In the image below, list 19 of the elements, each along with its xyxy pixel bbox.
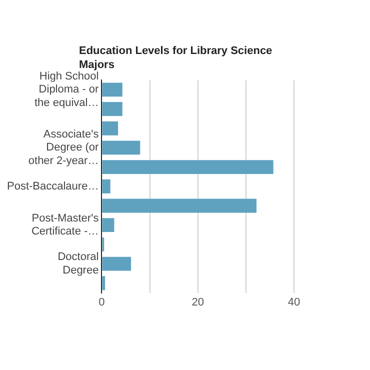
y-tick-label: High School Diploma - or the equival… [34,70,100,109]
bar [102,198,257,213]
bar [102,160,274,174]
bar [102,179,110,194]
chart-title: Education Levels for Library Science Majors [79,44,274,72]
y-tick-label: Associate's Degree (or other 2-year… [28,128,100,167]
bar [102,121,118,136]
bar [102,276,106,290]
bar [102,102,122,116]
x-tick-label: 40 [288,296,300,308]
y-tick-label: Post-Master's Certificate -… [31,212,100,238]
bar [102,82,122,97]
bar [102,140,140,155]
bar [102,256,132,271]
bar [102,218,114,232]
y-tick-label: Doctoral Degree [58,251,99,276]
y-tick-label: Post-Baccalaure… [6,180,99,192]
x-tick-label: 20 [192,296,204,308]
x-tick-label: 0 [98,296,105,308]
